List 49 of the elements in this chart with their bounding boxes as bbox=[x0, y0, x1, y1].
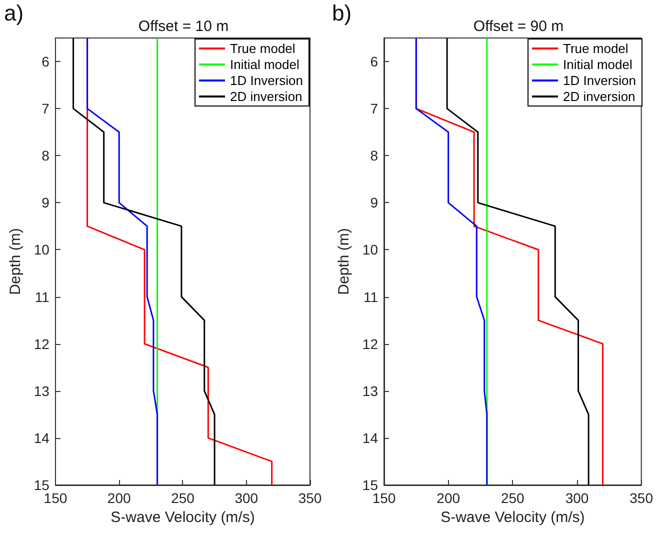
x-tick-label: 350 bbox=[630, 490, 654, 506]
y-tick-label: 11 bbox=[34, 288, 50, 305]
y-tick-label: 7 bbox=[370, 100, 378, 117]
line-series bbox=[72, 37, 216, 486]
x-tick-label: 300 bbox=[234, 490, 258, 506]
text: a) bbox=[4, 0, 24, 26]
x-tick-label: 250 bbox=[500, 490, 525, 506]
y-tick-label: 15 bbox=[362, 477, 378, 493]
x-tick-label: 300 bbox=[565, 490, 589, 506]
y-tick-label: 8 bbox=[42, 148, 50, 164]
legend-label: 2D inversion bbox=[230, 89, 302, 104]
line-series bbox=[415, 37, 488, 486]
y-tick-label: 7 bbox=[42, 100, 50, 117]
x-axis-title: S-wave Velocity (m/s) bbox=[440, 508, 585, 526]
y-tick-label: 13 bbox=[362, 382, 378, 399]
y-tick-label: 15 bbox=[34, 477, 50, 493]
y-tick-label: 6 bbox=[42, 54, 50, 70]
x-tick-label: 150 bbox=[372, 490, 396, 506]
legend-label: Initial model bbox=[563, 57, 632, 72]
y-tick-label: 13 bbox=[34, 382, 50, 399]
x-tick-label: 150 bbox=[44, 490, 68, 506]
x-tick-label: 250 bbox=[171, 490, 195, 506]
legend-label: Initial model bbox=[230, 57, 300, 72]
chart-title: Offset = 10 m bbox=[138, 18, 229, 35]
y-tick-label: 9 bbox=[370, 194, 378, 211]
line-series bbox=[86, 37, 158, 486]
legend-label: 2D inversion bbox=[563, 89, 636, 104]
x-axis-title: S-wave Velocity (m/s) bbox=[110, 508, 255, 526]
x-tick-label: 200 bbox=[436, 490, 460, 506]
y-tick-label: 14 bbox=[362, 430, 378, 446]
y-tick-label: 14 bbox=[34, 430, 50, 446]
x-tick-label: 350 bbox=[298, 490, 322, 506]
legend-label: True model bbox=[563, 41, 628, 56]
y-tick-label: 12 bbox=[362, 336, 378, 352]
y-axis-title: Depth (m) bbox=[336, 228, 353, 295]
y-tick-label: 10 bbox=[34, 242, 50, 258]
legend-label: 1D Inversion bbox=[230, 73, 304, 88]
y-tick-label: 8 bbox=[370, 148, 378, 164]
legend-label: True model bbox=[230, 41, 296, 56]
y-axis-title: Depth (m) bbox=[7, 228, 24, 295]
y-tick-label: 9 bbox=[42, 194, 50, 211]
text: b) bbox=[332, 0, 352, 26]
y-tick-label: 11 bbox=[363, 288, 378, 305]
y-tick-label: 12 bbox=[34, 336, 50, 352]
y-tick-label: 10 bbox=[362, 242, 378, 258]
x-tick-label: 200 bbox=[107, 490, 131, 506]
chart-title: Offset = 90 m bbox=[473, 18, 564, 35]
legend-label: 1D Inversion bbox=[563, 73, 636, 88]
y-tick-label: 6 bbox=[370, 54, 378, 70]
